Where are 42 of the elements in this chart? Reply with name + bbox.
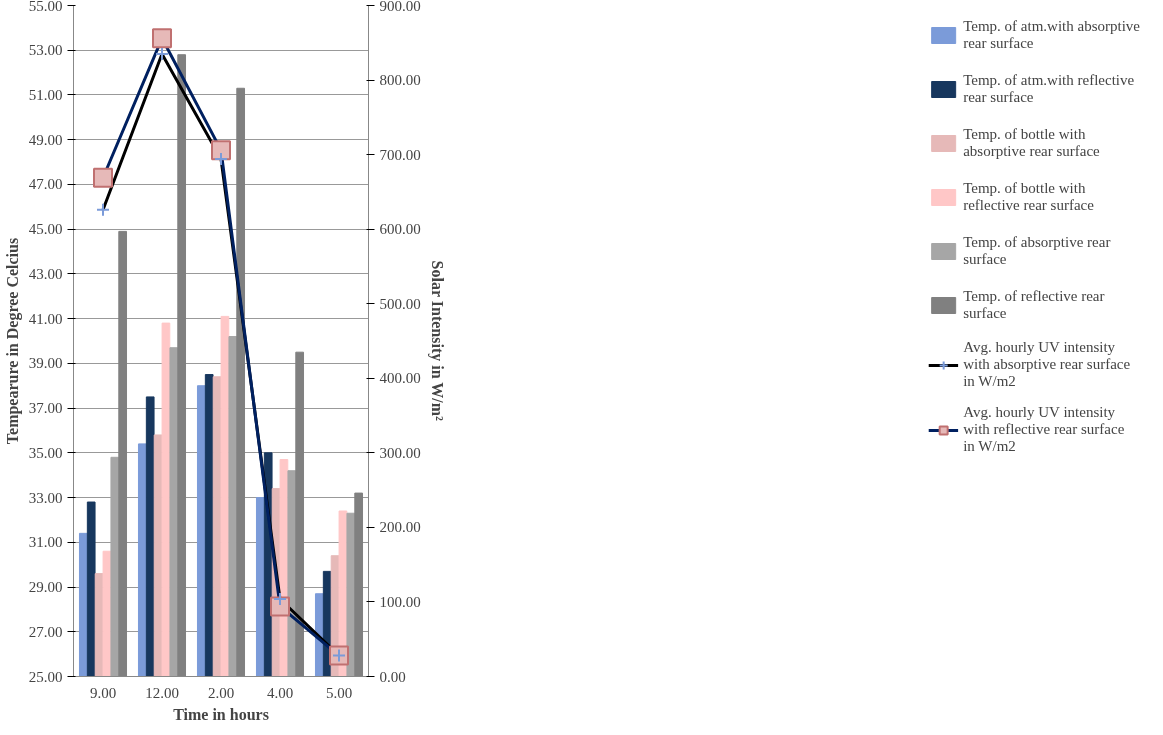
y-tick-label: 53.00 [28,42,63,59]
y2-tick-label: 300.00 [379,444,421,461]
y-tick-label: 47.00 [28,176,63,193]
y-tick-label: 29.00 [28,579,63,596]
y-tick-label: 39.00 [28,355,63,372]
x-tick-label: 5.00 [325,684,353,701]
y-tick-label: 45.00 [28,221,63,238]
y2-tick-label: 0.00 [379,668,406,685]
y2-tick-label: 200.00 [379,519,421,536]
y-tick-label: 37.00 [28,400,63,417]
y-axis-title: Tempearure in Degree Celcius [3,237,22,445]
x-tick-label: 2.00 [207,684,235,701]
x-tick-label: 12.00 [145,684,179,701]
legend-label: Temp. of atm.with absorptive rear surface [963,17,1140,53]
y-tick-label: 43.00 [28,265,63,282]
y2-tick-label: 100.00 [379,593,421,610]
y-tick-label: 31.00 [28,534,63,551]
y2-tick-label: 600.00 [379,221,421,238]
y-tick-label: 27.00 [28,623,63,640]
x-tick-label: 9.00 [89,684,117,701]
legend-label: Temp. of atm.with reflective rear surface [963,71,1135,107]
legend-label: Temp. of reflective rear surface [963,287,1105,323]
y-tick-label: 49.00 [28,131,63,148]
legend-label: Avg. hourly UV intensity with absorptive rear surface in W/m2 [963,339,1131,390]
y2-tick-label: 500.00 [379,295,421,312]
y-tick-label: 55.00 [28,0,63,14]
legend-label: Temp. of absorptive rear surface [963,233,1111,269]
legend-label: Temp. of bottle with reflective rear surface [963,179,1094,215]
y2-axis-title: Solar Intensity in W/m² [427,260,446,422]
y2-tick-label: 700.00 [379,146,421,163]
legend-label: Avg. hourly UV intensity with reflective rear surface in W/m2 [963,404,1125,455]
y2-tick-label: 900.00 [379,0,421,14]
legend-label: Temp. of bottle with absorptive rear surface [963,125,1100,161]
y2-tick-label: 400.00 [379,370,421,387]
x-axis-title: Time in hours [173,705,269,723]
y-tick-label: 33.00 [28,489,63,506]
y-tick-label: 35.00 [28,444,63,461]
y-tick-label: 25.00 [28,668,63,685]
y-tick-label: 41.00 [28,310,63,327]
x-tick-label: 4.00 [266,684,294,701]
y-tick-label: 51.00 [28,86,63,103]
y2-tick-label: 800.00 [379,72,421,89]
